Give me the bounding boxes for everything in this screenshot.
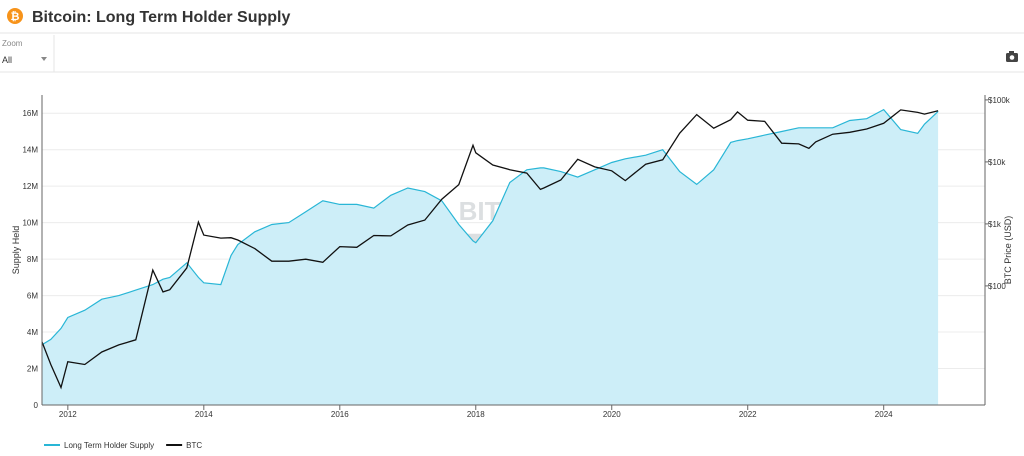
bitcoin-icon-glyph: ₿ bbox=[11, 11, 20, 23]
y2-tick-label: $100 bbox=[988, 282, 1006, 291]
series-line bbox=[41, 109, 939, 390]
x-tick-label: 2024 bbox=[875, 410, 893, 419]
x-tick-label: 2016 bbox=[331, 410, 349, 419]
y2-tick-label: $10k bbox=[988, 158, 1006, 167]
y-tick-label: 6M bbox=[27, 292, 38, 301]
area bbox=[42, 109, 939, 405]
x-tick-label: 2020 bbox=[603, 410, 621, 419]
legend-label: Long Term Holder Supply bbox=[64, 441, 154, 450]
y-tick-label: 0 bbox=[34, 401, 39, 410]
legend-label: BTC bbox=[186, 441, 202, 450]
dropdown-arrow[interactable] bbox=[41, 57, 47, 61]
y-tick-label: 4M bbox=[27, 328, 38, 337]
zoom-select[interactable]: All bbox=[2, 55, 47, 65]
zoom-value[interactable]: All bbox=[2, 55, 12, 65]
x-tick-label: 2022 bbox=[739, 410, 757, 419]
y-axis-label: Supply Held bbox=[11, 226, 21, 275]
series-line bbox=[41, 108, 939, 346]
camera-lens[interactable] bbox=[1009, 55, 1015, 60]
page-title: Bitcoin: Long Term Holder Supply bbox=[32, 9, 290, 26]
x-tick-label: 2012 bbox=[59, 410, 77, 419]
y-tick-label: 16M bbox=[22, 109, 38, 118]
camera-button[interactable] bbox=[1006, 51, 1018, 62]
y-tick-label: 2M bbox=[27, 365, 38, 374]
y2-tick-label: $100k bbox=[988, 96, 1011, 105]
y2-axis-label: BTC Price (USD) bbox=[1003, 216, 1013, 285]
bitcoin-icon bbox=[7, 8, 23, 24]
zoom-label: Zoom bbox=[2, 39, 23, 48]
x-tick-label: 2014 bbox=[195, 410, 213, 419]
camera-top[interactable] bbox=[1009, 51, 1014, 54]
y-tick-label: 10M bbox=[22, 219, 38, 228]
x-tick-label: 2018 bbox=[467, 410, 485, 419]
y2-tick-label: $1k bbox=[988, 220, 1002, 229]
y-tick-label: 14M bbox=[22, 146, 38, 155]
y-tick-label: 12M bbox=[22, 182, 38, 191]
y-tick-label: 8M bbox=[27, 255, 38, 264]
